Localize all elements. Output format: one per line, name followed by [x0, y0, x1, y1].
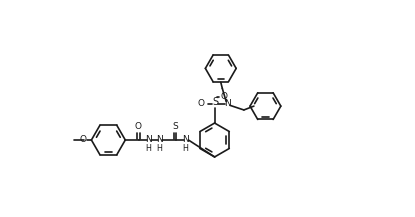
Text: O: O [79, 135, 86, 144]
Text: H: H [145, 144, 151, 153]
Text: N: N [225, 99, 231, 108]
Text: N: N [145, 135, 152, 144]
Text: S: S [173, 122, 178, 131]
Text: N: N [156, 135, 163, 144]
Text: H: H [183, 144, 188, 153]
Text: H: H [156, 144, 162, 153]
Text: O: O [135, 122, 142, 131]
Text: O: O [220, 92, 227, 101]
Text: S: S [212, 97, 218, 107]
Text: O: O [198, 99, 205, 108]
Text: N: N [182, 135, 189, 144]
